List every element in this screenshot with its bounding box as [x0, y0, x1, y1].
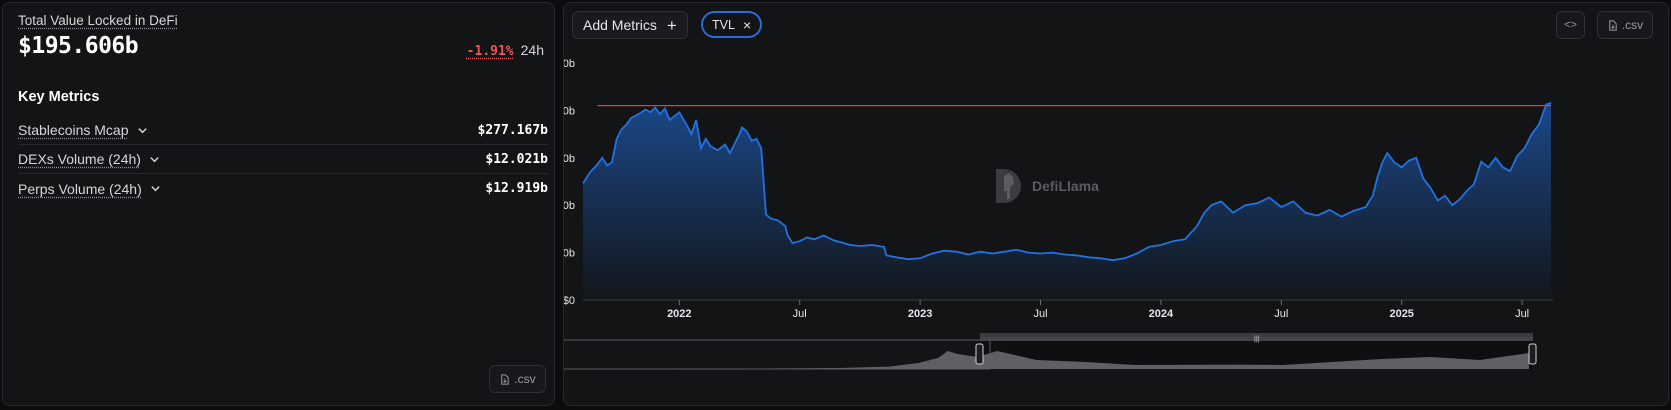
- y-axis: $0 $50b $100b $150b $200b $250b: [564, 58, 575, 307]
- add-metrics-button[interactable]: Add Metrics +: [572, 11, 688, 39]
- x-tick-label: Jul: [1515, 308, 1529, 320]
- close-icon[interactable]: ×: [742, 16, 752, 33]
- embed-code-button[interactable]: <>: [1556, 11, 1585, 39]
- x-tick-label: Jul: [1274, 308, 1288, 320]
- tvl-change-period: 24h: [520, 42, 544, 58]
- x-tick-label: 2022: [667, 308, 691, 320]
- y-tick-label: $50b: [564, 248, 575, 260]
- y-tick-label: $150b: [564, 153, 575, 165]
- chevron-down-icon: [151, 186, 160, 192]
- key-metrics-title: Key Metrics: [18, 89, 100, 105]
- tvl-change: -1.91% 24h: [467, 42, 544, 59]
- range-drag-bar[interactable]: [980, 337, 1533, 341]
- key-metric-dexs-volume[interactable]: DEXs Volume (24h) $12.021b: [18, 145, 548, 174]
- y-tick-label: $200b: [564, 105, 575, 117]
- code-icon: <>: [1564, 19, 1577, 31]
- unselected-range: [564, 339, 991, 370]
- plus-icon: +: [666, 15, 677, 35]
- x-tick-label: Jul: [1033, 308, 1047, 320]
- metric-chip-label: TVL: [712, 17, 735, 32]
- key-metric-label: Stablecoins Mcap: [18, 122, 129, 138]
- key-metric-value: $12.021b: [485, 151, 548, 167]
- key-metric-stablecoins[interactable]: Stablecoins Mcap $277.167b: [18, 116, 548, 145]
- add-metrics-label: Add Metrics: [583, 17, 657, 33]
- csv-label: .csv: [514, 372, 536, 386]
- llama-logo-icon: [996, 169, 1021, 203]
- download-csv-button[interactable]: .csv: [489, 365, 546, 393]
- file-icon: [1609, 19, 1617, 31]
- key-metric-label: DEXs Volume (24h): [18, 151, 141, 167]
- chart-panel: Add Metrics + TVL × <> .csv $0$50b$100b$…: [563, 2, 1669, 406]
- range-handle-left[interactable]: [975, 343, 984, 365]
- key-metric-label: Perps Volume (24h): [18, 180, 142, 197]
- tvl-chart[interactable]: $0 $50b $100b $150b $200b $250b 2022 Jul 2023 Ju…: [564, 43, 1668, 343]
- download-csv-button[interactable]: .csv: [1597, 11, 1653, 39]
- y-tick-label: $250b: [564, 58, 575, 70]
- x-tick-label: Jul: [793, 308, 807, 320]
- tvl-value: $195.606b: [18, 33, 139, 59]
- watermark-text: DefiLlama: [1032, 178, 1099, 194]
- y-tick-label: $100b: [564, 200, 575, 212]
- mini-chart-area: [564, 351, 1529, 369]
- key-metric-toggle[interactable]: DEXs Volume (24h): [18, 151, 160, 167]
- key-metric-value: $12.919b: [485, 181, 548, 196]
- tvl-summary-panel: Total Value Locked in DeFi $195.606b -1.…: [2, 2, 555, 406]
- defillama-watermark: DefiLlama: [996, 169, 1099, 203]
- key-metric-perps-volume[interactable]: Perps Volume (24h) $12.919b: [18, 174, 548, 203]
- tvl-area: [583, 102, 1551, 300]
- tvl-change-percent: -1.91%: [466, 44, 514, 59]
- tvl-label: Total Value Locked in DeFi: [18, 13, 178, 28]
- csv-label: .csv: [1621, 18, 1644, 32]
- metric-chip-tvl: TVL ×: [701, 11, 763, 38]
- key-metric-value: $277.167b: [477, 122, 548, 138]
- chevron-down-icon: [137, 127, 147, 133]
- chevron-down-icon: [150, 156, 159, 162]
- key-metrics-list: Stablecoins Mcap $277.167b DEXs Volume (…: [18, 116, 548, 203]
- x-tick-label: 2024: [1149, 308, 1174, 320]
- y-tick-label: $0: [564, 295, 575, 307]
- tvl-series-line: [582, 101, 1552, 262]
- key-metric-toggle[interactable]: Perps Volume (24h): [18, 181, 161, 197]
- file-icon: [501, 373, 509, 385]
- x-axis: 2022 Jul 2023 Jul 2024 Jul 2025 Jul: [583, 299, 1553, 320]
- x-tick-label: 2025: [1389, 308, 1413, 320]
- key-metric-toggle[interactable]: Stablecoins Mcap: [18, 122, 148, 138]
- x-tick-label: 2023: [908, 308, 932, 320]
- range-handle-right[interactable]: [1528, 343, 1537, 365]
